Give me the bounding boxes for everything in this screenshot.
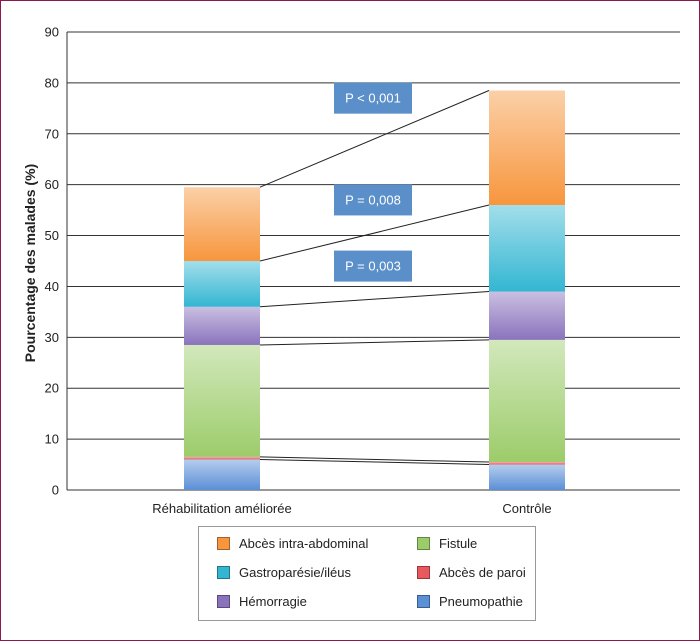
connector-layer <box>259 90 490 466</box>
legend-item-abces-de-paroi: Abcès de paroi <box>417 565 526 580</box>
axis-layer: 0 10 20 30 40 50 60 70 80 90 Réhabilitation amélio… <box>45 25 552 517</box>
legend-swatch <box>217 537 230 550</box>
legend-label: Pneumopathie <box>439 594 523 609</box>
bar-segment-paroi <box>184 456 260 460</box>
bar-segment-hemo <box>184 306 260 345</box>
legend-label: Fistule <box>439 536 478 551</box>
connector-line <box>259 339 490 346</box>
bar-segment-hemo <box>489 291 565 340</box>
bar-segment-gastro <box>489 205 565 292</box>
y-axis-label: Pourcentage des malades (%) <box>22 164 38 362</box>
y-tick-label: 10 <box>45 432 59 447</box>
bar-segment-fistule <box>489 339 565 463</box>
legend-label: Hémorragie <box>239 594 307 609</box>
x-tick-label: Contrôle <box>502 501 551 516</box>
bar-segment-abces <box>489 90 565 206</box>
y-tick-label: 60 <box>45 177 59 192</box>
y-tick-label: 70 <box>45 126 59 141</box>
bar-segment-pneumo <box>184 459 260 490</box>
stacked-bar-chart: P < 0,001 P = 0,008 P = 0,003 0 10 20 30 40 50 6… <box>22 25 680 517</box>
p-value-box <box>334 250 412 282</box>
connector-line <box>259 458 490 466</box>
connector-line <box>259 204 490 262</box>
legend-item-pneumopathie: Pneumopathie <box>417 594 523 609</box>
p-value-label: P = 0,008 <box>345 192 401 207</box>
legend-item-hemorragie: Hémorragie <box>217 594 307 609</box>
legend-item-abces-intra-abdominal: Abcès intra-abdominal <box>217 536 368 551</box>
legend-swatch <box>417 537 430 550</box>
p-value-label: P < 0,001 <box>345 91 401 106</box>
bar-segment-paroi <box>489 462 565 465</box>
bar-segment-pneumo <box>489 464 565 490</box>
y-tick-label: 0 <box>52 483 59 498</box>
p-value-box <box>334 184 412 216</box>
legend-swatch <box>417 566 430 579</box>
connector-line <box>259 291 490 308</box>
legend-swatch <box>217 566 230 579</box>
p-value-label: P = 0,003 <box>345 259 401 274</box>
legend-item-gastroparesie: Gastroparésie/iléus <box>217 565 351 580</box>
legend-swatch <box>217 595 230 608</box>
connector-line <box>259 456 490 463</box>
y-tick-label: 20 <box>45 381 59 396</box>
bar-segment-gastro <box>184 261 260 307</box>
connector-line <box>259 90 490 188</box>
legend-label: Abcès intra-abdominal <box>239 536 369 551</box>
annotation-layer: P < 0,001 P = 0,008 P = 0,003 <box>334 82 412 282</box>
legend: Abcès intra-abdominal Fistule Gastroparé… <box>198 526 536 621</box>
legend-label: Abcès de paroi <box>439 565 526 580</box>
y-tick-label: 30 <box>45 330 59 345</box>
legend-swatch <box>417 595 430 608</box>
y-tick-label: 80 <box>45 75 59 90</box>
x-tick-label: Réhabilitation améliorée <box>152 501 291 516</box>
bar-segment-abces <box>184 187 260 261</box>
y-tick-label: 50 <box>45 228 59 243</box>
y-tick-label: 90 <box>45 25 59 40</box>
legend-label: Gastroparésie/iléus <box>239 565 351 580</box>
p-value-box <box>334 82 412 114</box>
legend-item-fistule: Fistule <box>417 536 477 551</box>
bar-layer <box>184 90 565 490</box>
y-tick-label: 40 <box>45 279 59 294</box>
bar-segment-fistule <box>184 344 260 457</box>
